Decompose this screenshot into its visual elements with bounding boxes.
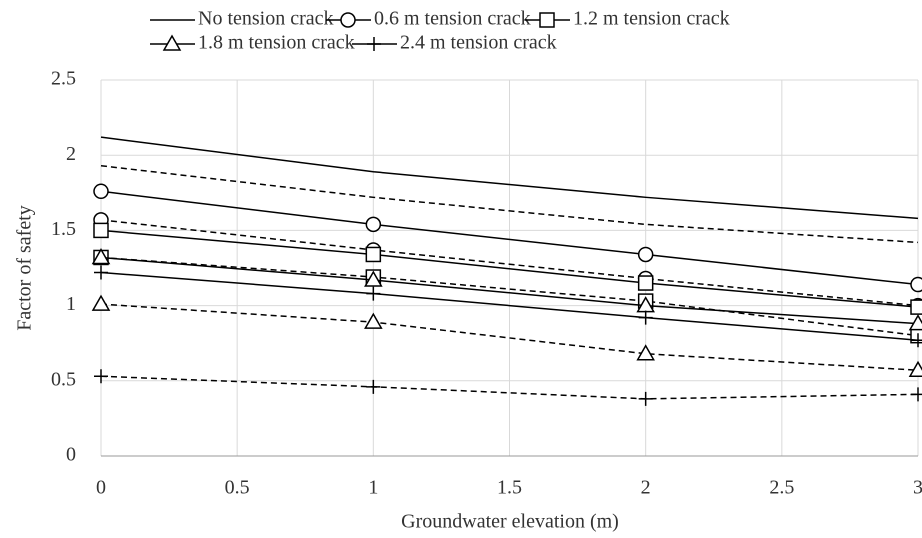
marker [910,299,922,315]
y-tick-label: 0.5 [51,368,76,390]
series-line-dashed [100,219,919,307]
marker [364,270,383,287]
x-tick-label: 2.5 [769,477,794,499]
marker [908,360,922,378]
legend-label: 1.2 m tension crack [573,8,730,30]
marker [908,314,922,331]
series-line-dashed [100,375,919,400]
series-line [100,136,919,220]
marker [638,391,653,406]
series-line-dashed [100,303,919,372]
x-tick-label: 3 [913,477,922,499]
marker [366,379,381,394]
marker [365,216,382,233]
marker [94,369,108,384]
marker [911,333,922,348]
legend-label: 2.4 m tension crack [400,32,557,54]
x-axis-label: Groundwater elevation (m) [401,511,619,533]
x-tick-label: 1 [368,477,378,499]
marker [340,12,356,28]
x-tick-label: 1.5 [497,477,522,499]
marker [539,12,555,28]
marker [637,246,654,263]
marker [162,34,182,51]
marker [364,312,383,329]
y-tick-label: 2.5 [51,68,76,90]
marker [365,246,382,263]
marker [636,344,655,361]
y-tick-label: 1 [66,293,76,315]
legend-label: 1.8 m tension crack [198,32,355,54]
marker [91,247,111,265]
marker [93,222,109,239]
y-tick-label: 0 [66,444,76,466]
marker [91,294,111,311]
x-tick-label: 0 [96,477,106,499]
x-tick-label: 2 [641,477,651,499]
series-line [100,271,919,341]
series-line-dashed [100,256,919,337]
y-tick-label: 1.5 [51,218,76,240]
marker [638,310,653,325]
y-axis-label: Factor of safety [14,205,36,331]
series-line [100,256,919,325]
legend-label: 0.6 m tension crack [374,8,531,30]
marker [93,183,109,200]
series-line [100,229,919,308]
y-tick-label: 2 [66,143,76,165]
marker [366,286,381,301]
marker [367,37,381,51]
x-tick-label: 0.5 [225,477,250,499]
legend-label: No tension crack [198,8,334,30]
marker [911,387,922,402]
marker [910,276,922,293]
marker [637,275,654,291]
series-line [100,190,919,286]
marker [94,265,108,280]
series-line-dashed [100,164,919,244]
